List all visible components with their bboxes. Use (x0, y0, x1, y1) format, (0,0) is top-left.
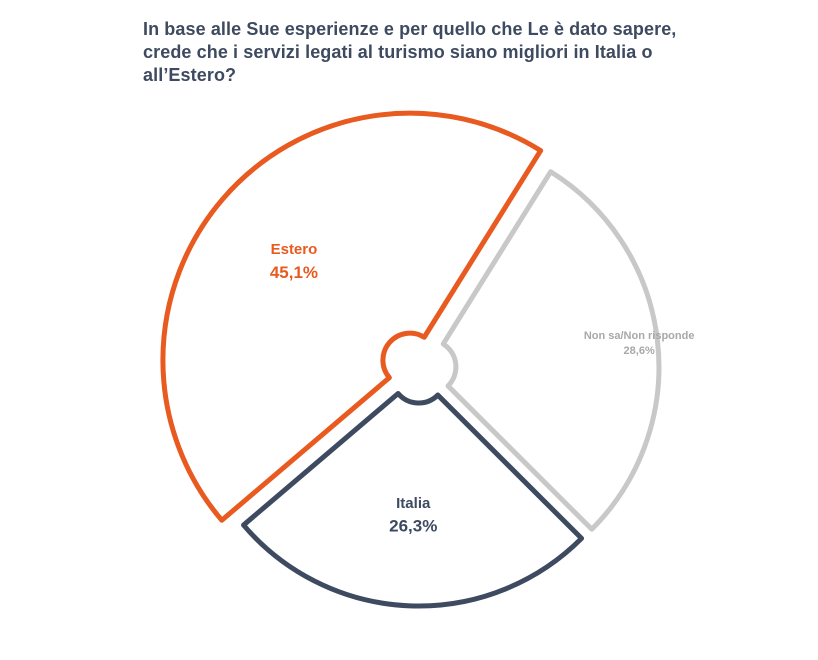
slice-category-label: Estero (271, 241, 318, 258)
pie-slice-estero (160, 110, 544, 523)
slice-value-label: 45,1% (270, 263, 318, 282)
chart-title: In base alle Sue esperienze e per quello… (143, 19, 677, 85)
pie-slice-italia (241, 390, 585, 609)
slice-category-label: Italia (396, 495, 431, 512)
pie-labels: Estero 45,1% Non sa/Non risponde 28,6% Itali… (270, 241, 695, 536)
pie-slice-non-sa-non-risponde (440, 169, 662, 532)
slice-value-label: 28,6% (624, 345, 655, 357)
slice-category-label: Non sa/Non risponde (584, 330, 695, 342)
pie-slices (160, 110, 662, 609)
slice-value-label: 26,3% (389, 517, 437, 536)
